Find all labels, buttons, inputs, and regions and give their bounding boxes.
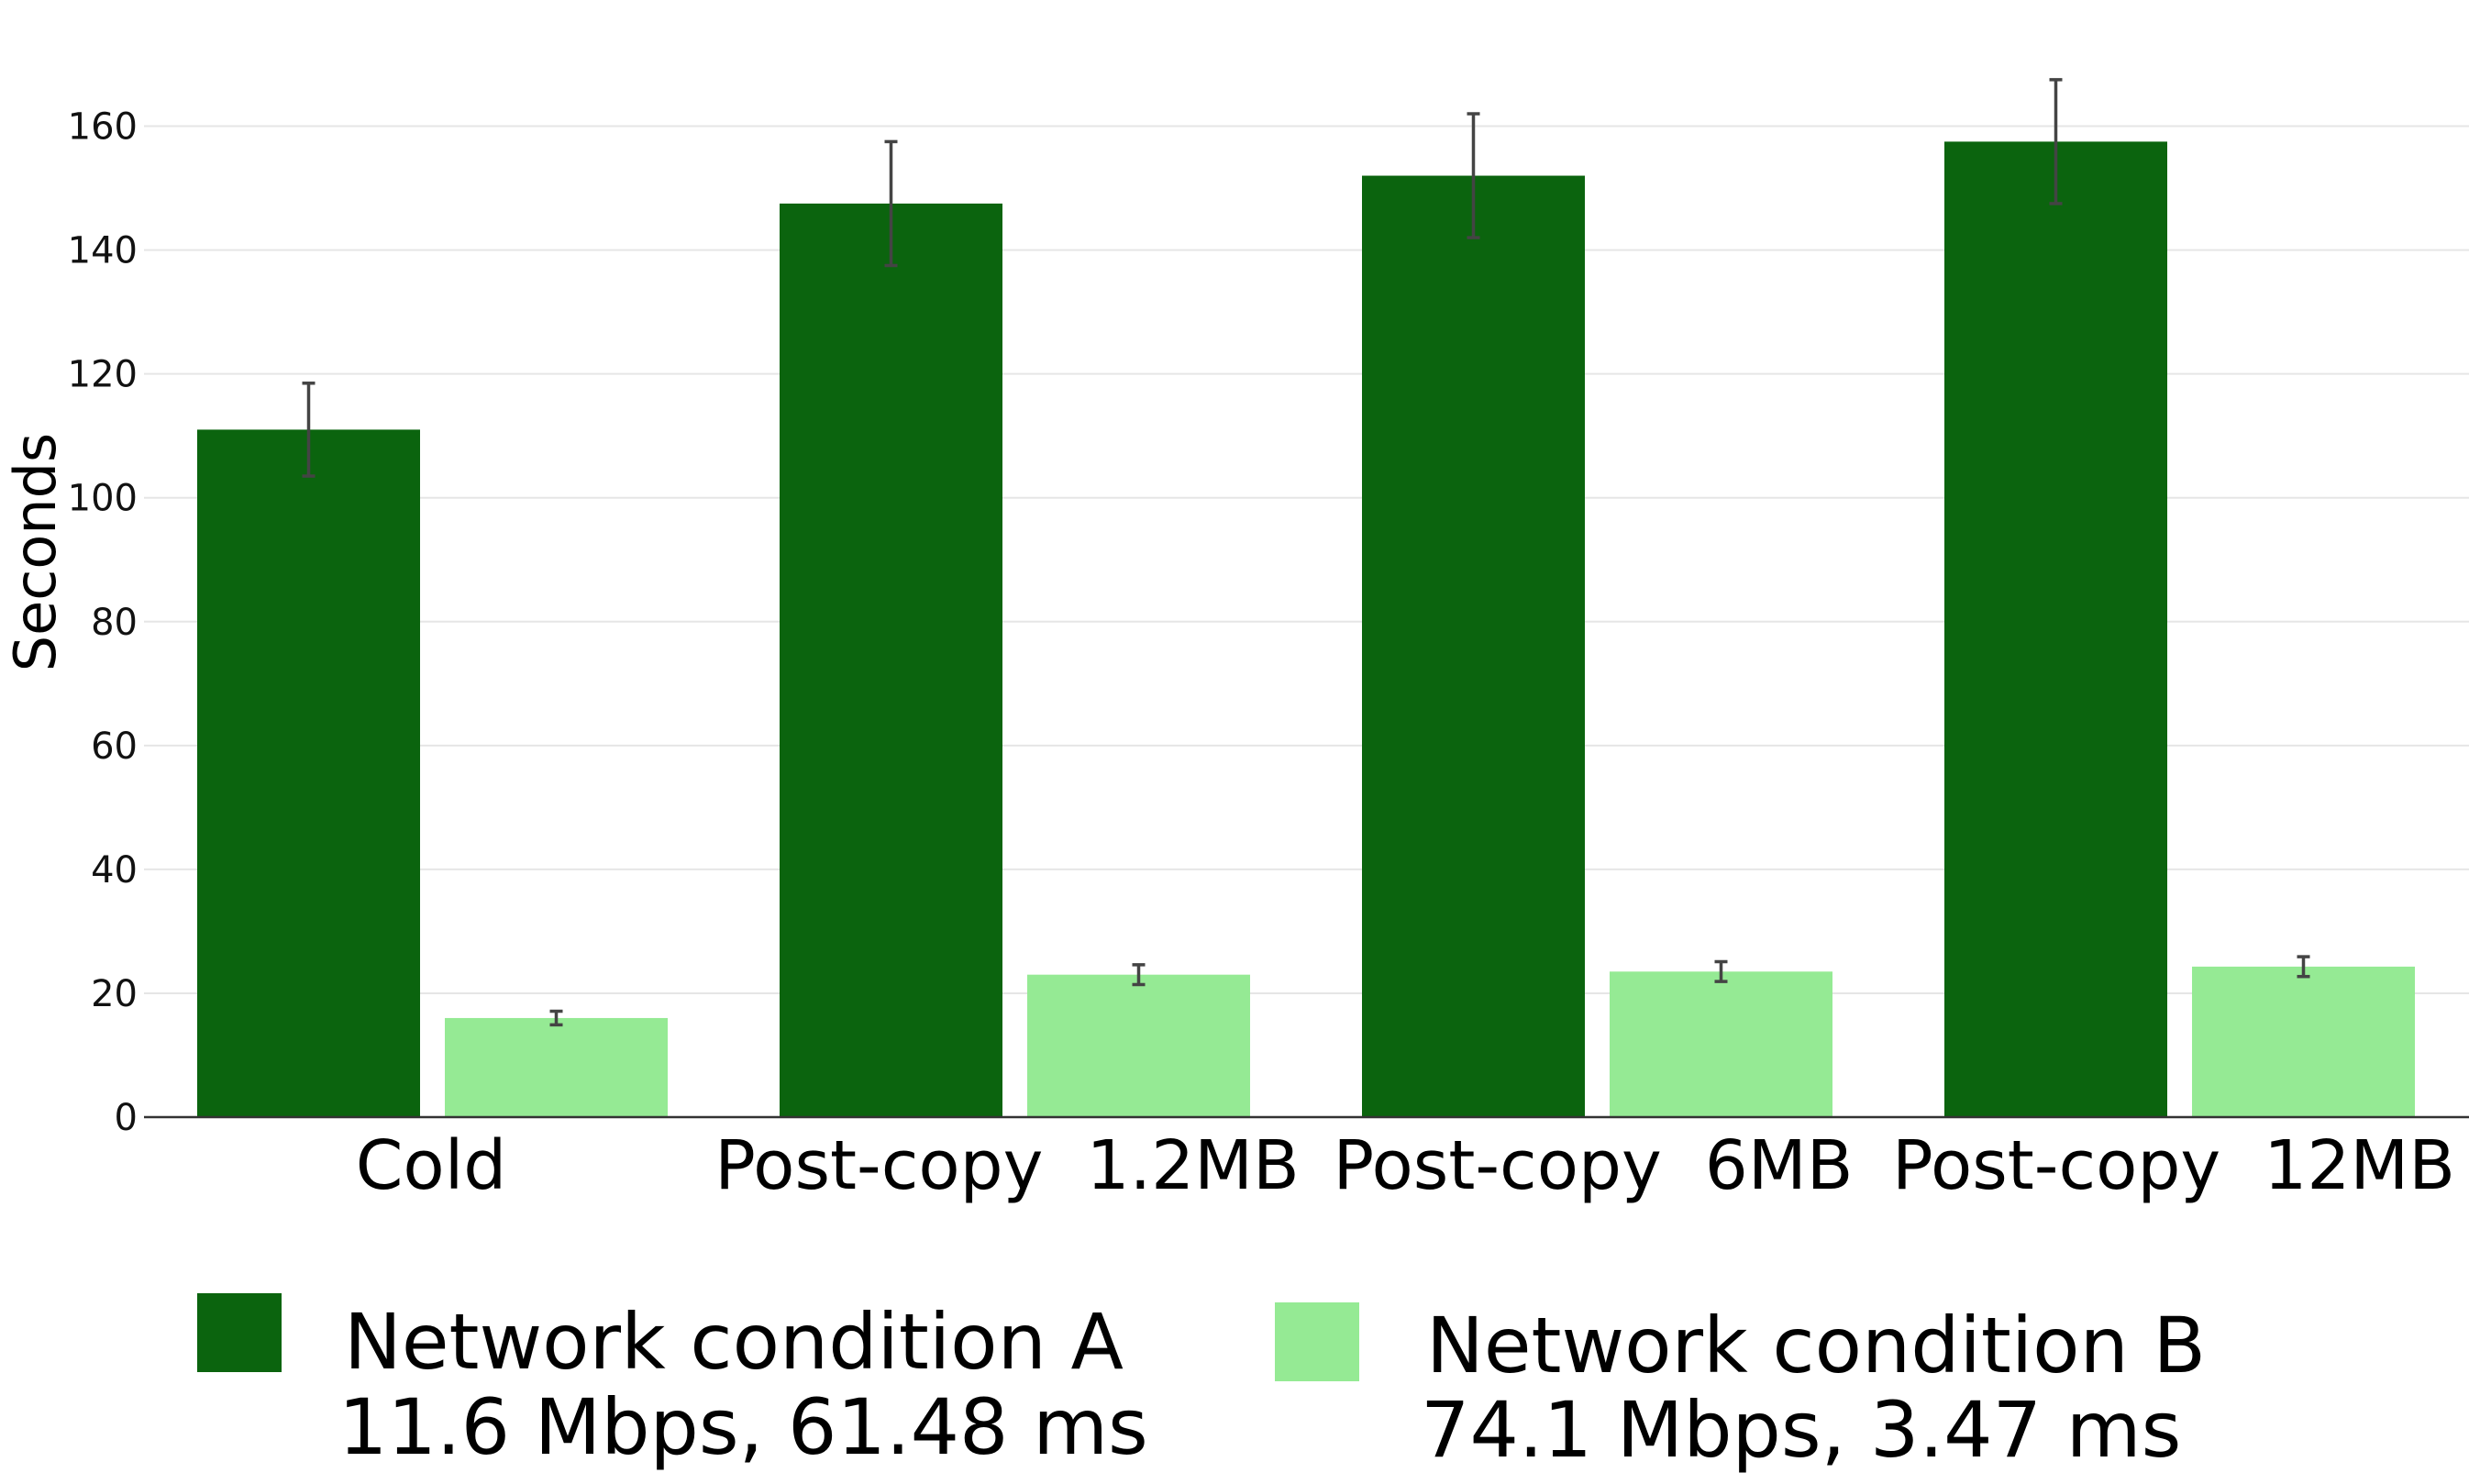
y-tick-label: 140 xyxy=(68,230,138,272)
y-tick-label: 0 xyxy=(115,1097,138,1139)
y-tick-label: 160 xyxy=(68,106,138,149)
x-axis-categories: Cold Post-copy 1.2MB Post-copy 6MB Post-cop… xyxy=(356,1126,2455,1205)
legend-item: Network condition B74.1 Mbps, 3.47 ms xyxy=(1275,1301,2206,1475)
x-category-label: Post-copy 6MB xyxy=(1334,1126,1854,1205)
grid-lines xyxy=(144,125,2469,994)
y-axis-title: Seconds xyxy=(2,433,69,671)
bar-series-0-cat-2 xyxy=(1362,175,1585,1117)
y-tick-label: 120 xyxy=(68,354,138,396)
bar-series-0-cat-1 xyxy=(780,203,1002,1118)
legend-swatch xyxy=(1275,1302,1359,1381)
legend-swatch xyxy=(197,1293,282,1372)
y-tick-label: 60 xyxy=(91,725,138,768)
error-bar-series-1-cat-3 xyxy=(2297,955,2310,979)
x-category-label: Post-copy 1.2MB xyxy=(714,1126,1300,1205)
error-bars xyxy=(302,78,2310,1027)
legend-label-line2: 11.6 Mbps, 61.48 ms xyxy=(338,1382,1148,1472)
x-category-label: Cold xyxy=(356,1126,506,1205)
bar-series-1-cat-1 xyxy=(1027,974,1250,1117)
error-bar-series-0-cat-1 xyxy=(884,139,898,268)
y-axis-ticks: 0 20 40 60 80 100 120 140 160 xyxy=(68,106,138,1139)
y-tick-label: 20 xyxy=(91,973,138,1015)
legend-label-line1: Network condition B xyxy=(1426,1301,2206,1390)
legend: Network condition A11.6 Mbps, 61.48 msNe… xyxy=(197,1293,2206,1475)
legend-label-line1: Network condition A xyxy=(344,1297,1124,1387)
error-bar-series-0-cat-2 xyxy=(1467,112,1480,239)
legend-item: Network condition A11.6 Mbps, 61.48 ms xyxy=(197,1293,1148,1472)
error-bar-series-0-cat-3 xyxy=(2049,78,2063,205)
error-bar-series-1-cat-1 xyxy=(1132,963,1146,987)
error-bar-series-1-cat-0 xyxy=(549,1009,563,1027)
y-tick-label: 80 xyxy=(91,602,138,644)
error-bar-series-0-cat-0 xyxy=(302,382,316,478)
bars xyxy=(197,141,2415,1118)
bar-series-0-cat-3 xyxy=(1944,141,2167,1118)
x-category-label: Post-copy 12MB xyxy=(1892,1126,2455,1205)
bar-series-0-cat-0 xyxy=(197,429,420,1117)
y-tick-label: 100 xyxy=(68,478,138,520)
bar-series-1-cat-2 xyxy=(1610,971,1832,1117)
y-tick-label: 40 xyxy=(91,849,138,892)
legend-label-line2: 74.1 Mbps, 3.47 ms xyxy=(1421,1385,2181,1475)
bar-series-1-cat-0 xyxy=(445,1017,668,1117)
error-bar-series-1-cat-2 xyxy=(1714,959,1728,983)
bar-series-1-cat-3 xyxy=(2192,966,2415,1117)
